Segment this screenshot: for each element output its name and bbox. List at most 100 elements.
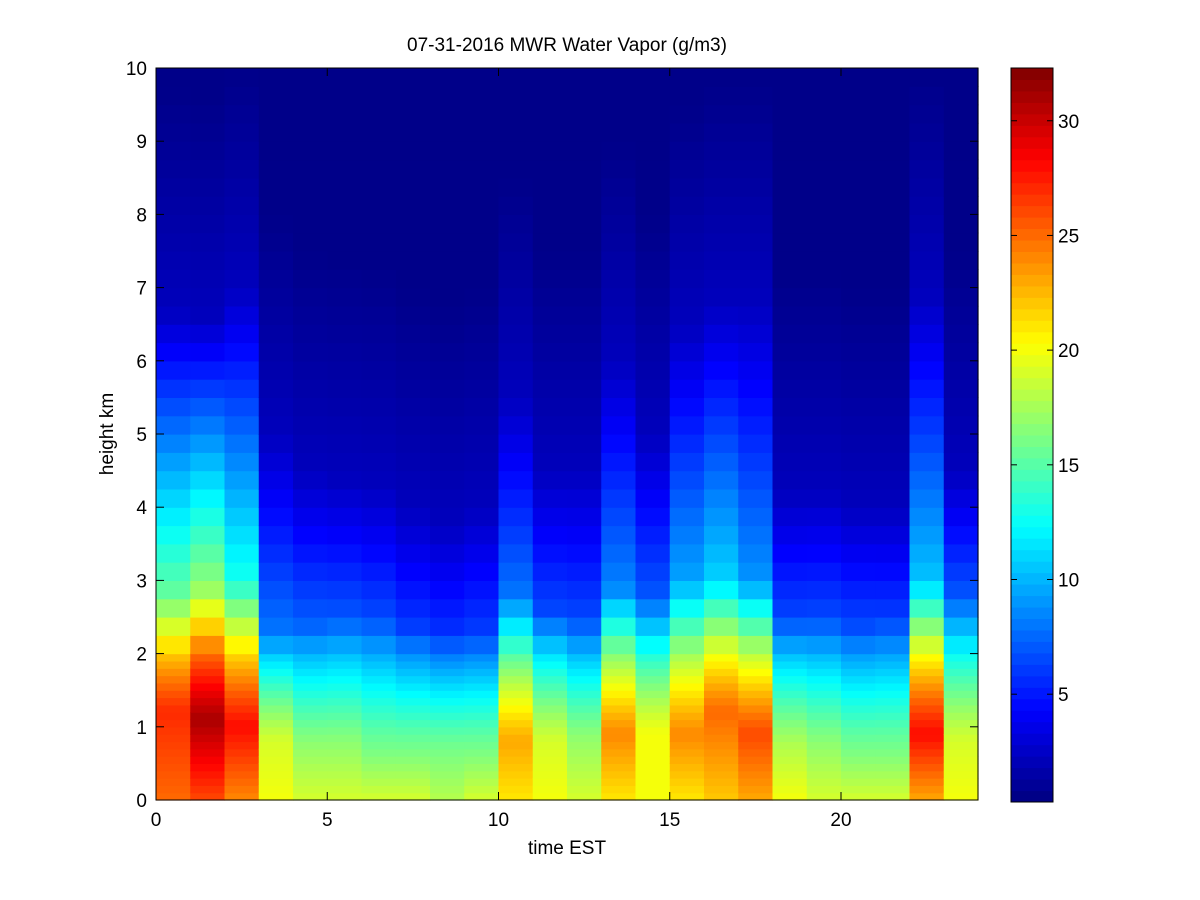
heatmap-cell — [635, 617, 671, 636]
heatmap-cell — [772, 763, 808, 772]
heatmap-cell — [498, 415, 534, 435]
heatmap-cell — [224, 741, 260, 750]
heatmap-cell — [395, 719, 431, 728]
colorbar-segment — [1011, 733, 1053, 746]
heatmap-cell — [293, 324, 328, 344]
y-tick-label: 0 — [136, 791, 147, 812]
heatmap-cell — [943, 141, 979, 161]
heatmap-cell — [909, 507, 945, 527]
heatmap-cell — [258, 525, 294, 545]
heatmap-cell — [841, 763, 876, 772]
heatmap-cell — [327, 287, 363, 307]
heatmap-cell — [190, 562, 226, 581]
heatmap-cell — [361, 741, 397, 750]
heatmap-cell — [156, 726, 191, 735]
heatmap-cell — [669, 580, 705, 600]
heatmap-cell — [258, 778, 294, 786]
heatmap-cell — [293, 525, 328, 545]
heatmap-cell — [190, 756, 226, 764]
heatmap-cell — [772, 434, 808, 453]
heatmap-cell — [498, 719, 534, 728]
heatmap-cell — [772, 741, 808, 750]
heatmap-cell — [909, 141, 945, 161]
heatmap-cell — [327, 598, 363, 618]
heatmap-cell — [361, 415, 397, 435]
heatmap-cell — [909, 734, 945, 743]
heatmap-cell — [567, 719, 602, 728]
heatmap-cell — [772, 470, 808, 490]
heatmap-cell — [395, 342, 431, 362]
heatmap-cell — [567, 562, 602, 581]
heatmap-cell — [464, 452, 500, 472]
heatmap-cell — [156, 269, 191, 289]
heatmap-cell — [738, 741, 774, 750]
heatmap-cell — [430, 305, 465, 325]
colorbar-segment — [1011, 469, 1053, 482]
heatmap-cell — [772, 305, 808, 325]
heatmap-cell — [841, 452, 876, 472]
heatmap-cell — [430, 324, 465, 344]
heatmap-cell — [841, 196, 876, 215]
heatmap-cell — [669, 682, 705, 691]
heatmap-cell — [156, 690, 191, 699]
heatmap-cell — [361, 792, 397, 801]
heatmap-cell — [635, 159, 671, 179]
heatmap-cell — [532, 660, 568, 669]
heatmap-cell — [532, 778, 568, 786]
heatmap-cell — [704, 141, 739, 161]
heatmap-cell — [943, 580, 979, 600]
heatmap-cell — [601, 682, 637, 691]
heatmap-cell — [327, 653, 363, 662]
heatmap-cell — [430, 452, 465, 472]
heatmap-cell — [156, 232, 191, 252]
heatmap-cell — [704, 324, 739, 344]
heatmap-cell — [841, 507, 876, 527]
heatmap-cell — [293, 543, 328, 563]
heatmap-cell — [395, 379, 431, 398]
heatmap-cell — [875, 697, 911, 706]
heatmap-cell — [190, 763, 226, 772]
heatmap-cell — [532, 342, 568, 362]
heatmap-cell — [464, 580, 500, 600]
heatmap-cell — [327, 580, 363, 600]
heatmap-cell — [841, 305, 876, 325]
heatmap-cell — [806, 598, 842, 618]
heatmap-cell — [806, 86, 842, 106]
heatmap-cell — [704, 562, 739, 581]
colorbar-gradient — [1011, 68, 1053, 803]
heatmap-cell — [909, 86, 945, 106]
heatmap-cell — [190, 690, 226, 699]
heatmap-cell — [464, 653, 500, 662]
heatmap-cell — [190, 415, 226, 435]
heatmap-cell — [772, 232, 808, 252]
heatmap-cell — [567, 770, 602, 779]
heatmap-cell — [669, 360, 705, 380]
heatmap-cell — [738, 415, 774, 435]
heatmap-cell — [293, 507, 328, 527]
heatmap-cell — [567, 360, 602, 380]
heatmap-cell — [190, 726, 226, 735]
heatmap-cell — [601, 741, 637, 750]
heatmap-cell — [909, 635, 945, 655]
colorbar-segment — [1011, 412, 1053, 425]
heatmap-cell — [635, 141, 671, 161]
heatmap-cell — [498, 470, 534, 490]
heatmap-cell — [224, 562, 260, 581]
heatmap-cell — [635, 697, 671, 706]
heatmap-cell — [532, 397, 568, 417]
heatmap-cell — [190, 617, 226, 636]
heatmap-cell — [738, 712, 774, 721]
heatmap-cell — [909, 232, 945, 252]
heatmap-cell — [601, 379, 637, 398]
heatmap-cell — [156, 470, 191, 490]
heatmap-cell — [224, 141, 260, 161]
heatmap-cell — [361, 660, 397, 669]
heatmap-cell — [601, 617, 637, 636]
heatmap-cell — [156, 697, 191, 706]
heatmap-cell — [772, 122, 808, 142]
heatmap-cell — [875, 756, 911, 764]
colorbar-segment — [1011, 549, 1053, 562]
heatmap-cell — [498, 141, 534, 161]
colorbar-segment — [1011, 744, 1053, 757]
heatmap-cell — [498, 675, 534, 684]
